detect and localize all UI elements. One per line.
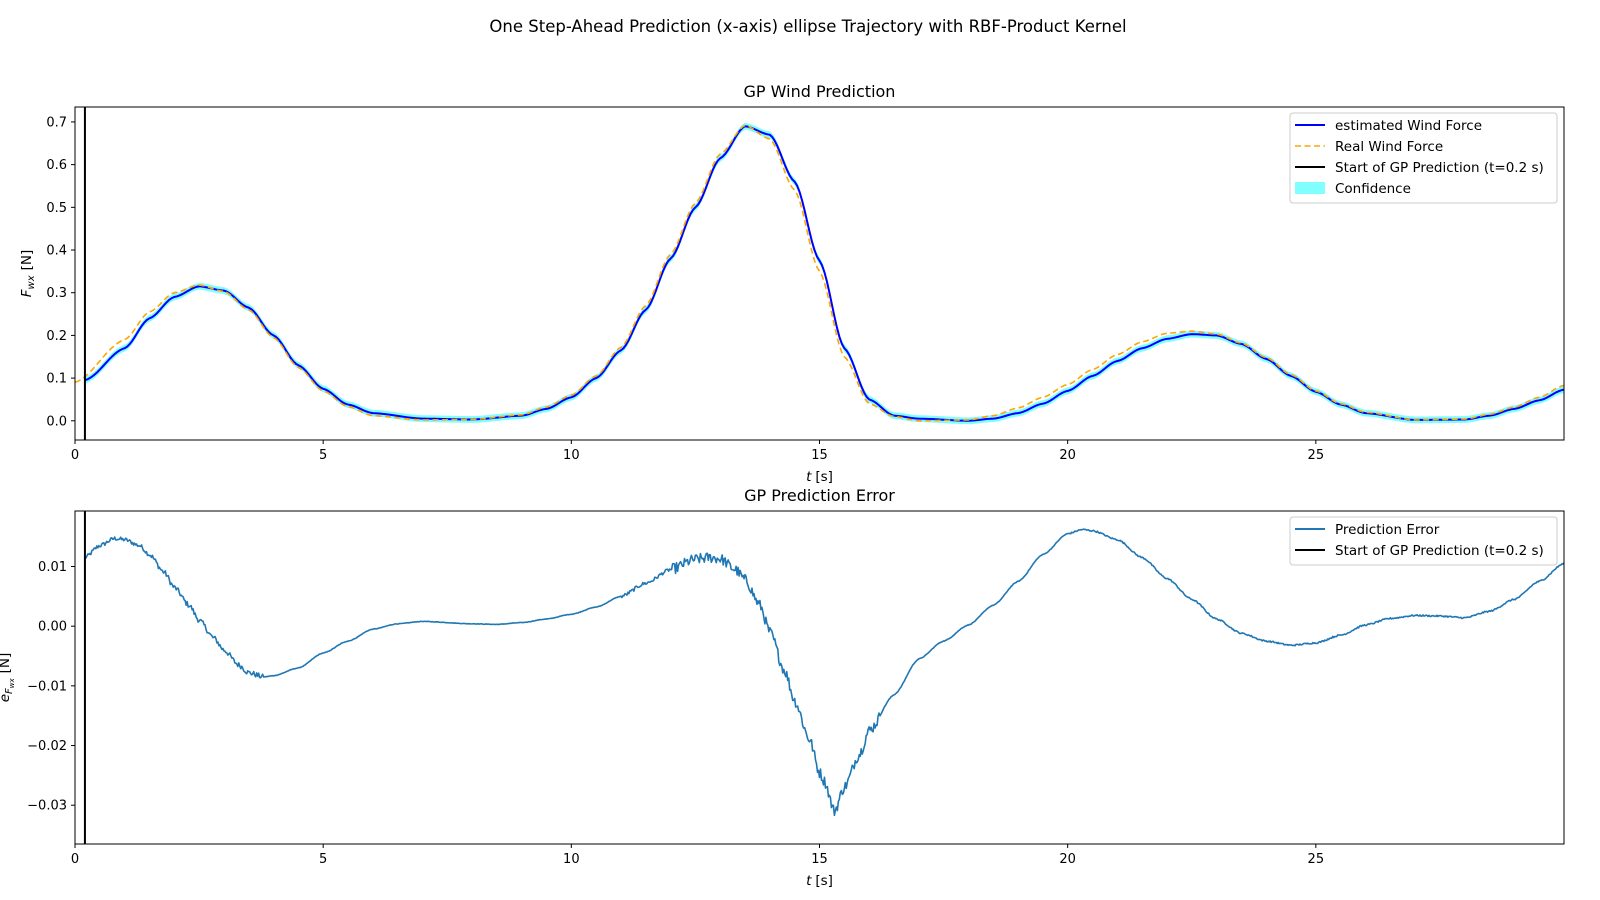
wind-prediction-y-ticks: 0.0 0.1 0.2 0.3 0.4 0.5 0.6 0.7 — [46, 115, 75, 429]
legend-confidence-swatch — [1295, 182, 1325, 194]
legend-real-label: Real Wind Force — [1335, 139, 1443, 155]
wind-prediction-x-label: t [s] — [806, 469, 833, 485]
y-tick-label: −0.02 — [27, 739, 67, 754]
wind-prediction-x-ticks: 0 5 10 15 20 25 — [71, 440, 1324, 463]
x-tick-label: 10 — [563, 448, 580, 463]
prediction-error-title: GP Prediction Error — [744, 486, 895, 505]
prediction-error-plot: GP Prediction Error 0.01 0.00 −0.01 −0.02 −0… — [0, 486, 1565, 889]
legend-confidence-label: Confidence — [1335, 181, 1411, 197]
wind-prediction-legend: estimated Wind Force Real Wind Force Sta… — [1289, 112, 1558, 204]
x-tick-label: 15 — [811, 448, 828, 463]
x-tick-label: 5 — [319, 448, 327, 463]
wind-prediction-y-label: Fwx[N] — [19, 250, 37, 298]
legend-estimated-label: estimated Wind Force — [1335, 118, 1482, 134]
estimated-wind-force-line — [84, 125, 1564, 422]
y-tick-label: 0.1 — [46, 372, 67, 387]
real-wind-force-line — [75, 124, 1564, 422]
y-tick-label: −0.03 — [27, 799, 67, 814]
prediction-error-frame — [74, 510, 1565, 845]
y-tick-label: 0.00 — [38, 620, 67, 635]
legend-box — [1289, 112, 1558, 204]
y-tick-label: 0.6 — [46, 158, 67, 173]
x-tick-label: 20 — [1059, 448, 1076, 463]
y-tick-label: 0.5 — [46, 201, 67, 216]
legend-error-label: Prediction Error — [1335, 522, 1440, 538]
x-tick-label: 10 — [563, 852, 580, 867]
y-tick-label: 0.4 — [46, 244, 67, 259]
x-tick-label: 20 — [1059, 852, 1076, 867]
y-tick-label: 0.7 — [46, 115, 67, 130]
y-tick-label: 0.0 — [46, 414, 67, 429]
y-tick-label: −0.01 — [27, 679, 67, 694]
y-tick-label: 0.2 — [46, 329, 67, 344]
figure-suptitle: One Step-Ahead Prediction (x-axis) ellip… — [489, 17, 1126, 36]
x-tick-label: 25 — [1308, 852, 1325, 867]
x-tick-label: 15 — [811, 852, 828, 867]
y-tick-label: 0.3 — [46, 286, 67, 301]
x-tick-label: 25 — [1308, 448, 1325, 463]
y-tick-label: 0.01 — [38, 560, 67, 575]
legend-start-label-error: Start of GP Prediction (t=0.2 s) — [1335, 543, 1544, 559]
legend-start-label: Start of GP Prediction (t=0.2 s) — [1335, 160, 1544, 176]
x-tick-label: 5 — [319, 852, 327, 867]
prediction-error-y-label: eFwx[N] — [0, 653, 16, 703]
wind-prediction-title: GP Wind Prediction — [744, 82, 896, 101]
prediction-error-x-label: t [s] — [806, 873, 833, 889]
prediction-error-y-ticks: 0.01 0.00 −0.01 −0.02 −0.03 — [27, 560, 75, 814]
legend-box-error — [1289, 516, 1558, 566]
wind-prediction-frame — [74, 106, 1565, 441]
prediction-error-legend: Prediction Error Start of GP Prediction … — [1289, 516, 1558, 566]
prediction-error-line — [84, 528, 1564, 817]
x-tick-label: 0 — [71, 852, 79, 867]
wind-prediction-plot: GP Wind Prediction 0.0 0.1 0.2 0.3 0.4 0.5 0.6… — [19, 82, 1565, 485]
prediction-error-x-ticks: 0 5 10 15 20 25 — [71, 844, 1324, 867]
x-tick-label: 0 — [71, 448, 79, 463]
